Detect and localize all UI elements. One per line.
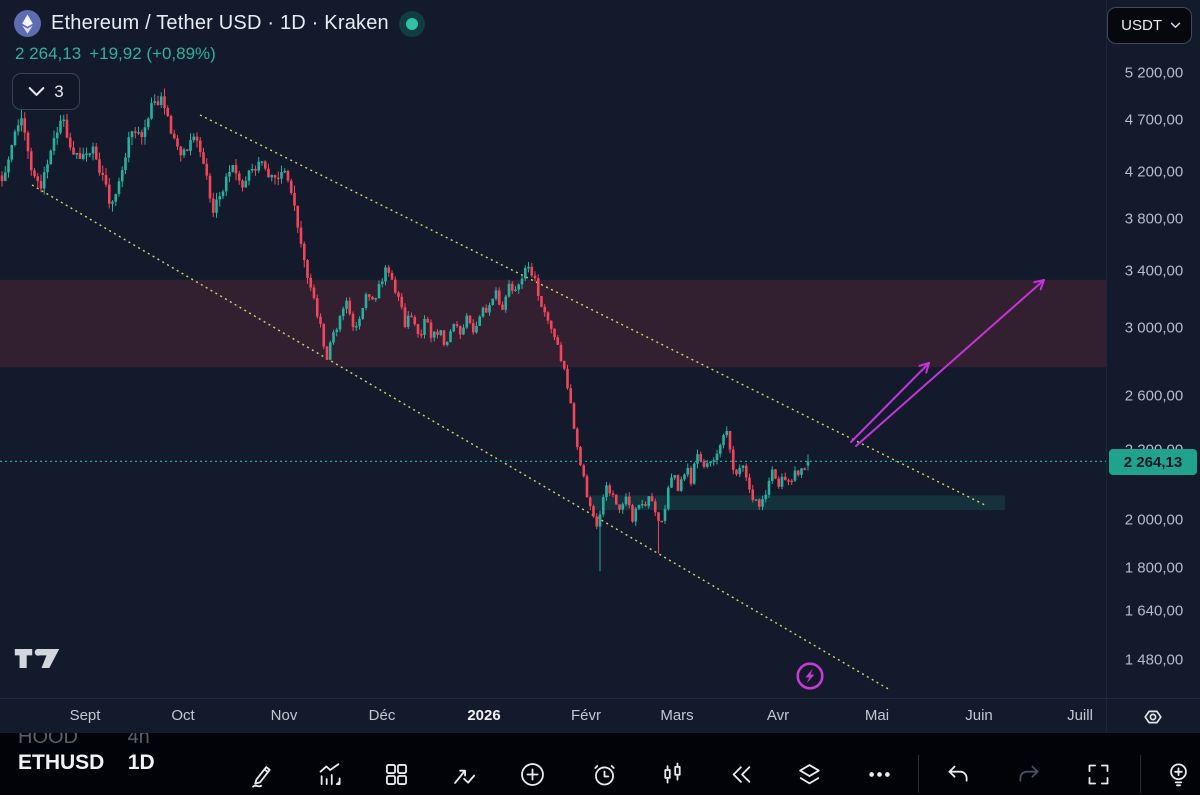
more-button[interactable] (862, 757, 896, 791)
price-axis[interactable]: 2 264,13 5 200,00 4 700,00 4 200,00 3 800,0… (1106, 0, 1200, 733)
currency-label: USDT (1121, 17, 1162, 34)
toolbar-divider (1140, 755, 1141, 793)
price-tick: 1 800,00 (1124, 559, 1184, 577)
current-price-badge: 2 264,13 (1109, 449, 1197, 475)
layouts-icon (385, 763, 407, 785)
lightning-icon (796, 662, 824, 690)
price-tick: 3 400,00 (1124, 262, 1184, 280)
price-tick: 2 000,00 (1124, 511, 1184, 529)
symbol-row-ethusd[interactable]: ETHUSD 1D (18, 751, 155, 775)
more-icon (868, 771, 890, 777)
time-tick: Mai (864, 707, 890, 724)
time-axis[interactable]: Sept Oct Nov Déc 2026 Févr Mars Avr Mai Juin Juill (0, 698, 1200, 734)
time-tick: Juin (965, 707, 993, 724)
toolbar-divider (918, 755, 919, 793)
price-tick: 5 200,00 (1124, 64, 1184, 82)
event-marker[interactable] (794, 660, 826, 692)
symbol-name: HOOD (18, 733, 78, 748)
price-chart-canvas[interactable] (0, 0, 1106, 733)
replay-button[interactable] (724, 757, 758, 791)
alerts-icon (593, 764, 615, 785)
ethereum-logo-icon (14, 10, 41, 37)
redo-button[interactable] (1011, 757, 1045, 791)
time-tick: Juill (1067, 707, 1093, 724)
price-tick: 1 640,00 (1124, 602, 1184, 620)
time-tick: Sept (69, 707, 101, 724)
gear-icon (1144, 710, 1162, 724)
objects-button[interactable] (792, 757, 826, 791)
price-tick: 2 600,00 (1124, 387, 1184, 405)
market-status-icon[interactable] (398, 10, 425, 37)
time-tick: Avr (766, 707, 790, 724)
time-tick: Nov (270, 707, 298, 724)
chevron-down-icon (28, 87, 45, 96)
undo-button[interactable] (941, 757, 975, 791)
time-tick: 2026 (467, 707, 501, 724)
price-row: 2 264,13 +19,92 (+0,89%) (15, 44, 216, 64)
chart-type-button[interactable] (655, 757, 689, 791)
symbol-row-hood[interactable]: HOOD 4h (18, 733, 150, 749)
redo-icon (1019, 765, 1038, 782)
price-tick: 4 200,00 (1124, 163, 1184, 181)
indicators-icon (319, 762, 341, 785)
idea-plus-button[interactable] (1161, 757, 1195, 791)
fullscreen-icon (1088, 764, 1108, 784)
draw-icon (251, 765, 271, 788)
chart-header: Ethereum / Tether USD · 1D · Kraken (14, 10, 425, 37)
replay-icon (732, 765, 750, 783)
last-price: 2 264,13 (15, 44, 82, 63)
time-tick: Févr (571, 707, 601, 724)
fullscreen-button[interactable] (1081, 757, 1115, 791)
symbol-interval: 4h (127, 733, 150, 748)
time-tick: Déc (368, 707, 396, 724)
price-tick: 1 480,00 (1124, 651, 1184, 669)
drawings-count: 3 (54, 81, 64, 101)
objects-icon (798, 763, 820, 784)
undo-icon (948, 765, 967, 782)
chevron-down-icon (1170, 22, 1181, 29)
draw-button[interactable] (244, 757, 278, 791)
drawings-collapse-button[interactable]: 3 (12, 73, 80, 110)
signals-button[interactable] (446, 757, 480, 791)
signals-icon (453, 769, 475, 784)
tradingview-logo[interactable] (14, 648, 60, 675)
time-tick: Oct (171, 707, 195, 724)
price-tick: 4 700,00 (1124, 111, 1184, 129)
symbol-interval: 1D (127, 751, 155, 774)
price-tick: 3 000,00 (1124, 319, 1184, 337)
price-change: +19,92 (+0,89%) (89, 44, 216, 63)
symbol-title[interactable]: Ethereum / Tether USD · 1D · Kraken (51, 12, 389, 34)
add-button[interactable] (515, 757, 549, 791)
indicators-button[interactable] (312, 757, 346, 791)
chart-settings-button[interactable] (1138, 702, 1168, 732)
currency-toggle-button[interactable]: USDT (1107, 7, 1192, 44)
price-tick: 3 800,00 (1124, 210, 1184, 228)
bottom-toolbar: HOOD 4h ETHUSD 1D (0, 733, 1200, 795)
layouts-button[interactable] (379, 757, 413, 791)
idea-plus-icon (1169, 762, 1187, 786)
time-tick: Mars (660, 707, 694, 724)
symbol-name: ETHUSD (18, 751, 105, 774)
add-icon (520, 762, 544, 786)
chart-type-icon (663, 762, 681, 783)
alerts-button[interactable] (587, 757, 621, 791)
